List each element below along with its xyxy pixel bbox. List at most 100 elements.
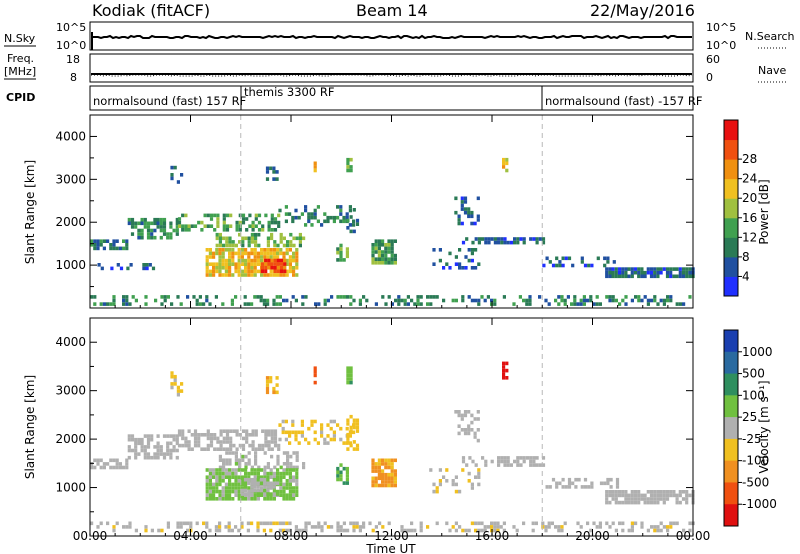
data-cell — [282, 468, 286, 472]
data-cell — [541, 237, 546, 241]
data-cell — [221, 251, 225, 256]
data-cell — [640, 497, 644, 501]
data-cell — [608, 295, 612, 299]
data-cell — [221, 255, 225, 259]
data-cell — [637, 500, 641, 505]
data-cell — [225, 243, 229, 248]
data-cell — [522, 237, 526, 241]
data-cell — [503, 463, 507, 467]
data-cell — [460, 207, 464, 211]
data-cell — [125, 465, 129, 470]
data-cell — [93, 246, 97, 251]
data-cell — [461, 468, 465, 472]
data-cell — [266, 477, 270, 482]
data-cell — [432, 262, 436, 266]
data-cell — [241, 220, 246, 225]
data-cell — [263, 255, 267, 259]
data-cell — [285, 298, 289, 303]
data-cell — [295, 458, 299, 462]
data-cell — [272, 166, 276, 171]
data-cell — [270, 447, 274, 451]
data-cell — [130, 217, 135, 222]
data-cell — [646, 497, 650, 501]
data-cell — [218, 475, 222, 479]
data-cell — [548, 260, 552, 264]
data-cell — [222, 462, 226, 466]
data-cell — [544, 528, 548, 533]
data-cell — [169, 232, 173, 236]
data-cell — [442, 475, 446, 479]
data-cell — [275, 481, 280, 486]
data-cell — [621, 274, 625, 279]
colorbar-tick-label: 20 — [742, 191, 757, 205]
data-cell — [99, 302, 103, 306]
data-cell — [281, 430, 285, 435]
data-cell — [282, 489, 286, 494]
data-cell — [213, 228, 217, 232]
data-cell — [377, 465, 381, 470]
colorbar-segment — [724, 482, 738, 505]
data-cell — [159, 448, 163, 453]
data-cell — [346, 380, 350, 385]
data-cell — [225, 429, 230, 433]
data-cell — [685, 490, 689, 494]
data-cell — [627, 493, 631, 498]
data-cell — [116, 263, 120, 267]
data-cell — [467, 210, 471, 215]
data-cell — [336, 528, 340, 533]
data-cell — [490, 521, 494, 526]
data-cell — [270, 213, 274, 218]
data-cell — [346, 436, 350, 441]
data-cell — [102, 246, 106, 251]
data-cell — [355, 447, 360, 451]
data-cell — [140, 448, 144, 453]
data-cell — [231, 248, 235, 252]
data-cell — [213, 447, 217, 451]
data-cell — [279, 493, 283, 497]
data-cell — [208, 471, 212, 476]
data-cell — [393, 458, 397, 463]
data-cell — [476, 428, 480, 432]
data-cell — [269, 485, 273, 489]
data-cell — [175, 217, 179, 222]
data-cell — [205, 295, 209, 299]
data-cell — [653, 295, 657, 299]
data-cell — [224, 248, 228, 252]
data-cell — [222, 243, 226, 248]
data-cell — [307, 219, 311, 224]
data-cell — [336, 466, 340, 471]
data-cell — [522, 240, 526, 245]
data-cell — [633, 500, 638, 505]
data-cell — [259, 481, 264, 486]
data-cell — [273, 243, 277, 248]
data-cell — [505, 168, 509, 173]
data-cell — [240, 262, 244, 266]
data-cell — [130, 225, 135, 229]
data-cell — [186, 528, 190, 533]
data-cell — [172, 228, 176, 233]
data-cell — [259, 492, 264, 496]
data-cell — [454, 528, 458, 533]
data-cell — [302, 462, 306, 466]
data-cell — [295, 465, 299, 470]
data-cell — [669, 493, 673, 498]
data-cell — [346, 165, 350, 169]
data-cell — [483, 298, 487, 303]
data-cell — [218, 468, 222, 472]
data-cell — [282, 251, 286, 256]
data-cell — [477, 521, 481, 526]
data-cell — [250, 273, 254, 277]
data-cell — [263, 471, 267, 476]
data-cell — [561, 256, 565, 261]
data-cell — [579, 302, 583, 306]
data-cell — [571, 263, 575, 268]
data-cell — [448, 266, 452, 270]
data-cell — [126, 266, 130, 271]
data-cell — [131, 295, 135, 299]
data-cell — [282, 236, 286, 241]
data-cell — [234, 295, 238, 299]
data-cell — [273, 440, 278, 444]
data-cell — [272, 273, 276, 277]
data-cell — [592, 302, 596, 306]
